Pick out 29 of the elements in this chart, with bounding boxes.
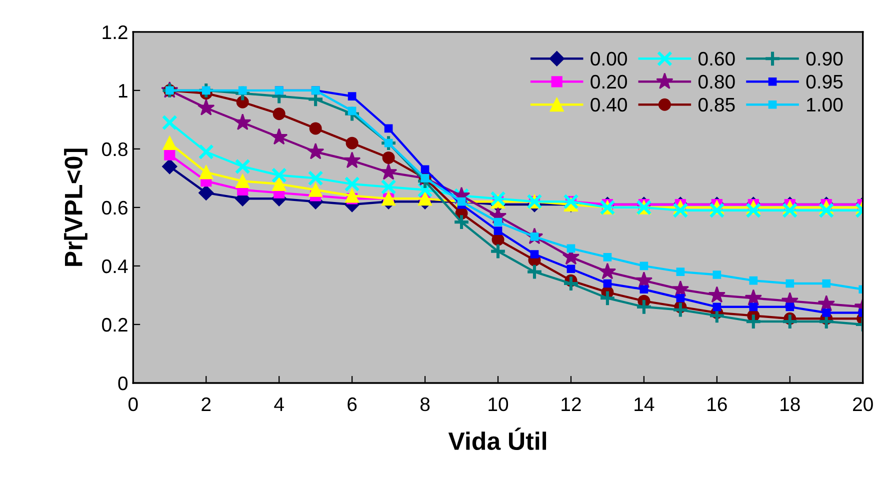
y-tick-label: 1.2: [102, 25, 128, 39]
legend-label: 0.80: [698, 74, 735, 89]
x-tick-label: 0: [128, 397, 138, 412]
x-tick-label: 12: [562, 397, 581, 411]
legend-label: 0.90: [806, 52, 843, 66]
x-tick-label: 14: [634, 398, 654, 411]
x-tick-label: 6: [348, 397, 357, 412]
y-tick-label: 1: [118, 84, 128, 98]
legend-label: 0.60: [698, 52, 735, 66]
y-tick-label: 0.6: [102, 200, 128, 215]
x-tick-label: 4: [274, 398, 284, 411]
legend-label: 0.40: [590, 98, 627, 112]
legend-label: 0.95: [806, 74, 843, 89]
legend-label: 0.85: [698, 98, 735, 112]
x-axis-title: Vida Útil: [448, 428, 546, 450]
y-axis-title: Pr[VPL<0]: [64, 148, 88, 266]
x-tick-label: 18: [780, 397, 800, 412]
legend-label: 0.00: [590, 52, 627, 66]
y-tick-label: 0.8: [102, 142, 128, 156]
x-tick-label: 10: [488, 397, 508, 412]
y-tick-label: 0.2: [102, 318, 128, 332]
x-tick-label: 8: [420, 397, 430, 412]
y-tick-label: 0: [118, 376, 128, 390]
x-tick-label: 16: [708, 397, 727, 412]
x-tick-label: 20: [853, 397, 873, 412]
legend-label: 0.20: [590, 74, 627, 89]
x-tick-label: 2: [202, 397, 211, 411]
y-tick-label: 0.4: [102, 259, 128, 274]
legend-label: 1.00: [807, 98, 843, 112]
